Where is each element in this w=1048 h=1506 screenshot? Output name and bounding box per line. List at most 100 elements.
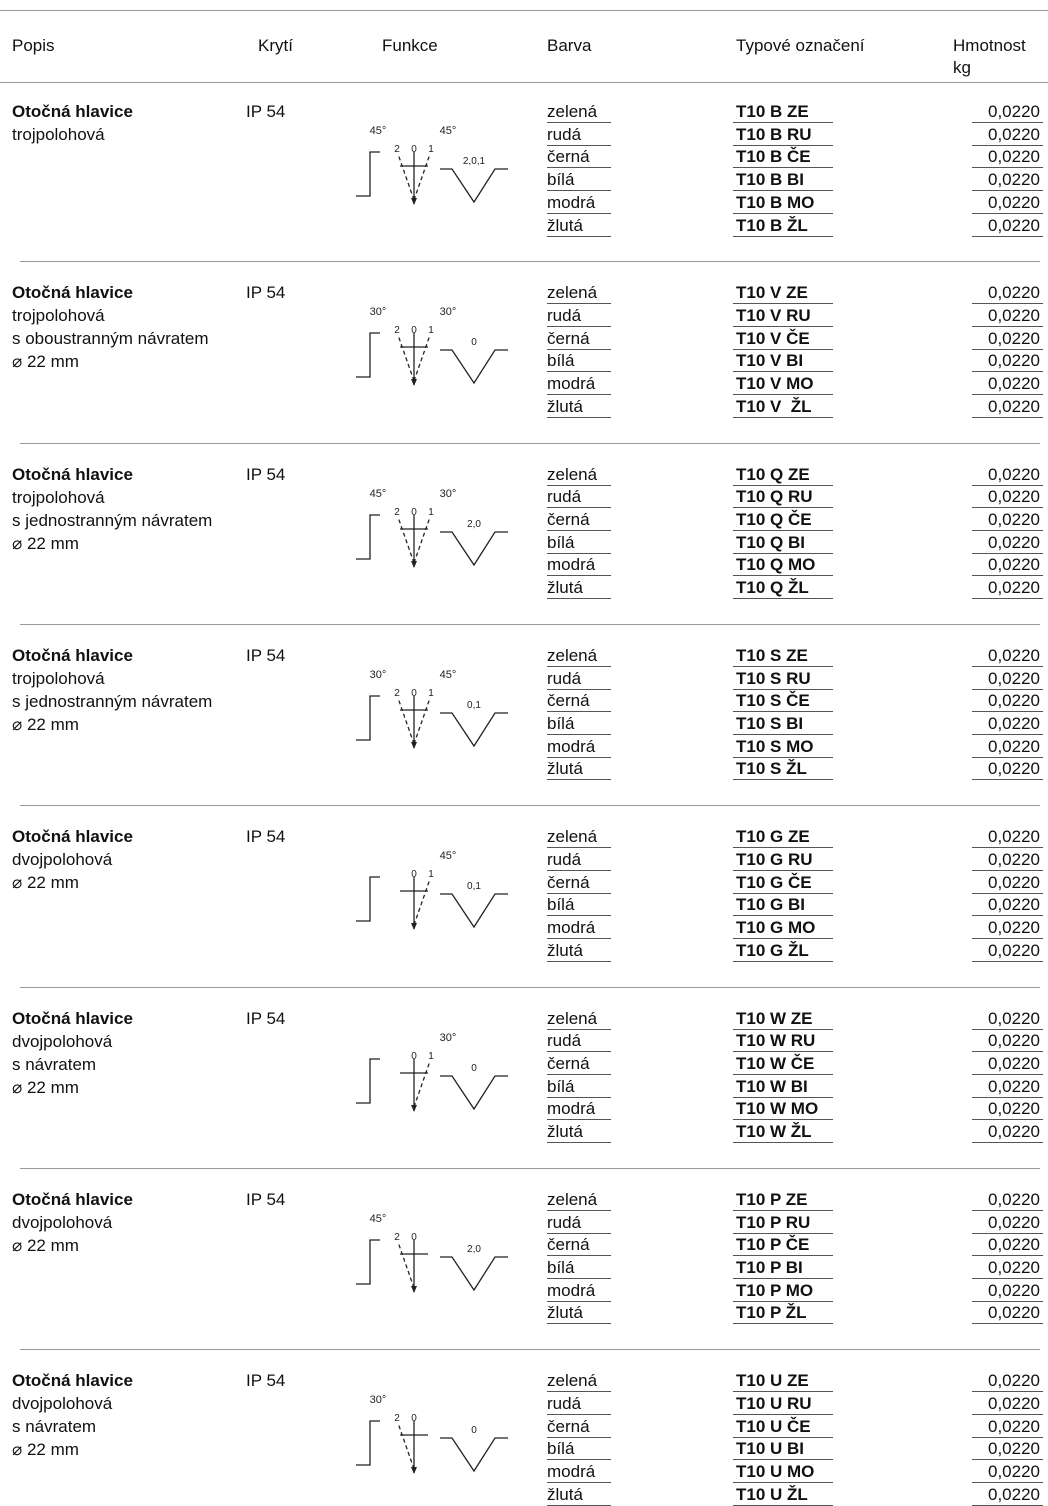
protection: IP 54 (246, 283, 286, 303)
separator (20, 623, 1040, 625)
position-line (397, 335, 415, 382)
underline (547, 598, 611, 600)
arrowhead (411, 741, 417, 749)
underline (547, 1413, 611, 1415)
underline (972, 1504, 1043, 1506)
type-code: T10 Q ZE (736, 464, 810, 484)
weight: 0,0220 (988, 1008, 1040, 1028)
weight: 0,0220 (988, 691, 1040, 711)
underline (972, 779, 1043, 781)
position-label: 0 (411, 869, 417, 880)
type-code: T10 B ŽL (736, 215, 808, 235)
type-code: T10 V MO (736, 374, 814, 394)
weight: 0,0220 (988, 532, 1040, 552)
type-code: T10 G ŽL (736, 940, 809, 960)
type-code: T10 V RU (736, 306, 811, 325)
weight: 0,0220 (988, 1235, 1040, 1255)
weight: 0,0220 (988, 328, 1040, 348)
color: žlutá (547, 396, 583, 416)
underline (733, 394, 833, 396)
underline (733, 303, 833, 305)
weight: 0,0220 (988, 102, 1040, 121)
underline (733, 530, 833, 531)
description: ⌀ 22 mm (12, 1077, 79, 1097)
underline (972, 1096, 1043, 1098)
weight: 0,0220 (988, 918, 1040, 937)
underline (733, 190, 833, 192)
type-code: T10 S ZE (736, 645, 808, 665)
color: zelená (547, 1008, 598, 1028)
underline (972, 144, 1043, 146)
function-diagram: 2 0 1 30° 45° 0,1 (356, 669, 508, 749)
description: trojpolohová (12, 306, 105, 326)
underline (972, 394, 1043, 396)
underline (733, 938, 833, 939)
underline (547, 212, 611, 214)
color: rudá (547, 124, 582, 144)
type-code: T10 Q BI (736, 532, 805, 552)
color: rudá (547, 1031, 582, 1051)
weight: 0,0220 (988, 1439, 1040, 1459)
color: černá (547, 1416, 590, 1436)
position-line (413, 153, 431, 201)
color: modrá (547, 1461, 596, 1481)
angle-label: 30° (440, 306, 457, 318)
type-code: T10 W ZE (736, 1008, 813, 1028)
underline (972, 326, 1043, 327)
symbol-v (440, 712, 508, 748)
angle-label: 45° (440, 850, 457, 862)
weight: 0,0220 (988, 396, 1040, 416)
color: žlutá (547, 1484, 583, 1504)
underline (733, 847, 833, 849)
description: Otočná hlavice (12, 102, 133, 121)
underline (972, 688, 1043, 690)
description: ⌀ 22 mm (12, 1235, 79, 1255)
color: bílá (547, 1439, 575, 1459)
angle-label: 30° (370, 306, 387, 318)
underline (733, 348, 833, 350)
underline (733, 144, 833, 146)
weight: 0,0220 (988, 895, 1040, 915)
underline (547, 575, 611, 577)
underline (547, 416, 611, 418)
underline (547, 484, 611, 486)
type-code: T10 V ČE (736, 328, 810, 348)
type-code: T10 P ZE (736, 1189, 808, 1209)
underline (547, 326, 611, 327)
arrowhead (411, 560, 417, 568)
position-label: 1 (428, 144, 434, 155)
underline (972, 507, 1043, 509)
underline (733, 598, 833, 600)
color: zelená (547, 1371, 598, 1391)
symbol-label: 2,0 (467, 1244, 481, 1255)
underline (547, 1119, 611, 1121)
type-code: T10 W ČE (736, 1053, 815, 1073)
underline (972, 235, 1043, 237)
symbol-label: 0,1 (467, 881, 481, 892)
underline (733, 371, 833, 373)
underline (733, 1096, 833, 1098)
color: rudá (547, 849, 582, 869)
separator (20, 1349, 1040, 1351)
symbol-v (440, 530, 508, 566)
underline (972, 1073, 1043, 1075)
protection: IP 54 (246, 645, 286, 665)
underline (972, 1391, 1043, 1393)
underline (972, 734, 1043, 735)
color: rudá (547, 1212, 582, 1232)
position-line (413, 697, 431, 745)
underline (972, 665, 1043, 667)
type-code: T10 S ŽL (736, 759, 807, 779)
type-code: T10 P MO (736, 1280, 814, 1300)
underline (733, 507, 833, 509)
type-code: T10 B BI (736, 170, 805, 190)
function-diagram: 2 0 1 45° 30° 2,0 (356, 488, 508, 568)
bracket (356, 151, 380, 197)
weight: 0,0220 (988, 872, 1040, 892)
type-code: T10 Q RU (736, 487, 813, 507)
underline (733, 235, 833, 237)
separator (20, 805, 1040, 807)
color: zelená (547, 464, 598, 484)
underline (547, 960, 611, 962)
function-diagram: 2 030°0 (356, 1394, 508, 1475)
